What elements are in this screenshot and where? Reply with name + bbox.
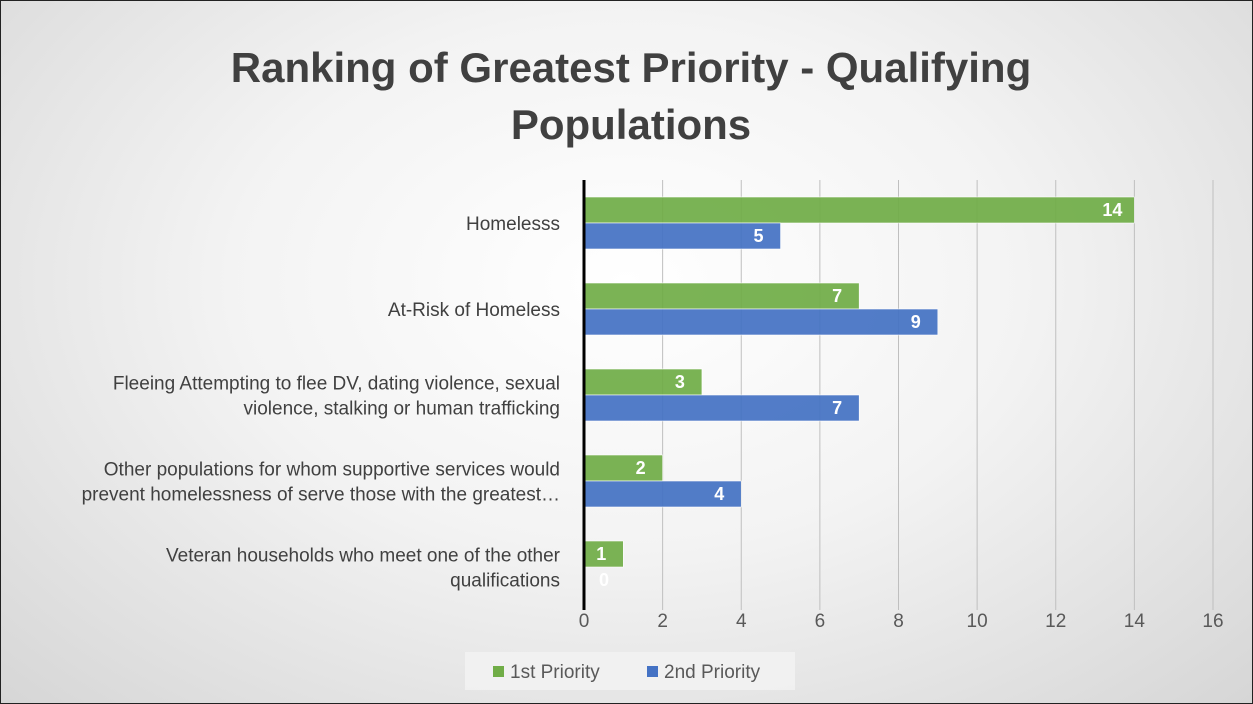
legend-label-2: 2nd Priority xyxy=(664,662,761,683)
category-label-4-line-2: prevent homelessness of serve those with… xyxy=(82,485,560,506)
x-tick-label-14: 14 xyxy=(1124,611,1146,632)
category-label-3-line-2: violence, stalking or human trafficking xyxy=(244,399,560,420)
category-label-2: At-Risk of Homeless xyxy=(388,300,560,321)
chart-title: Ranking of Greatest Priority - Qualifyin… xyxy=(161,39,1101,153)
category-label-5-line-1: Veteran households who meet one of the o… xyxy=(166,546,561,567)
bar-2-3 xyxy=(583,394,860,422)
data-label-1-4: 2 xyxy=(636,458,646,478)
category-label-3-line-1: Fleeing Attempting to flee DV, dating vi… xyxy=(113,374,560,395)
x-tick-label-6: 6 xyxy=(815,611,826,632)
category-label-4-line-1: Other populations for whom supportive se… xyxy=(104,460,560,481)
x-tick-label-16: 16 xyxy=(1202,611,1223,632)
category-label-1: Homelesss xyxy=(466,214,560,235)
x-tick-label-4: 4 xyxy=(736,611,747,632)
legend-box xyxy=(465,652,795,690)
data-label-1-2: 7 xyxy=(832,286,842,306)
data-label-1-1: 14 xyxy=(1102,200,1122,220)
data-label-2-5: 0 xyxy=(599,570,609,590)
bar-1-4 xyxy=(583,454,663,482)
bar-2-4 xyxy=(583,480,742,508)
bar-1-3 xyxy=(583,368,703,396)
data-label-2-3: 7 xyxy=(832,398,842,418)
legend-swatch-2 xyxy=(647,666,658,677)
x-tick-label-2: 2 xyxy=(657,611,668,632)
data-label-2-2: 9 xyxy=(911,312,921,332)
data-label-1-5: 1 xyxy=(596,544,606,564)
legend-swatch-1 xyxy=(493,666,504,677)
x-tick-label-8: 8 xyxy=(893,611,904,632)
category-label-5-line-2: qualifications xyxy=(450,571,560,592)
x-tick-label-10: 10 xyxy=(967,611,988,632)
chart-title-line-1: Ranking of Greatest Priority - Qualifyin… xyxy=(230,44,1032,91)
bar-1-2 xyxy=(583,282,860,310)
bar-1-1 xyxy=(583,196,1135,224)
legend-label-1: 1st Priority xyxy=(510,662,600,683)
bar-2-2 xyxy=(583,308,939,336)
data-label-2-1: 5 xyxy=(754,226,764,246)
data-label-2-4: 4 xyxy=(714,484,724,504)
bar-2-1 xyxy=(583,222,781,250)
x-tick-label-0: 0 xyxy=(579,611,590,632)
x-tick-label-12: 12 xyxy=(1045,611,1066,632)
chart-title-line-2: Populations xyxy=(510,101,752,148)
data-label-1-3: 3 xyxy=(675,372,685,392)
